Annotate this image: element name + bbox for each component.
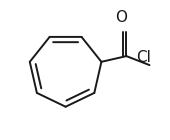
- Text: O: O: [115, 10, 127, 25]
- Text: Cl: Cl: [136, 50, 151, 65]
